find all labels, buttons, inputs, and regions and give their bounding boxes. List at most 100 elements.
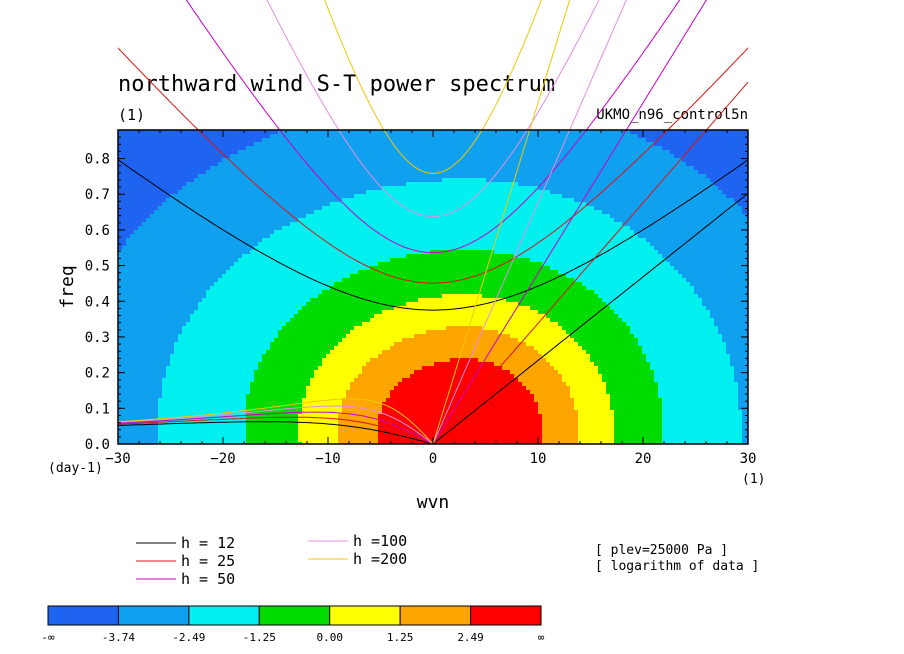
- contour-cell: [318, 370, 323, 375]
- contour-cell: [250, 430, 255, 435]
- contour-cell: [194, 362, 199, 367]
- contour-cell: [174, 174, 179, 179]
- contour-cell: [154, 410, 159, 415]
- contour-cell: [246, 322, 251, 327]
- contour-cell: [306, 278, 311, 283]
- contour-cell: [362, 134, 367, 139]
- contour-cell: [126, 226, 131, 231]
- contour-cell: [358, 370, 363, 375]
- contour-cell: [134, 358, 139, 363]
- contour-cell: [238, 290, 243, 295]
- contour-cell: [190, 162, 195, 167]
- contour-cell: [342, 274, 347, 279]
- contour-cell: [254, 166, 259, 171]
- contour-cell: [126, 198, 131, 203]
- contour-cell: [130, 290, 135, 295]
- contour-cell: [158, 374, 163, 379]
- contour-cell: [250, 438, 255, 443]
- contour-cell: [242, 254, 247, 259]
- contour-cell: [202, 322, 207, 327]
- contour-cell: [118, 438, 123, 443]
- contour-cell: [262, 402, 267, 407]
- contour-cell: [334, 198, 339, 203]
- contour-cell: [334, 190, 339, 195]
- contour-cell: [162, 326, 167, 331]
- contour-cell: [130, 378, 135, 383]
- contour-cell: [154, 334, 159, 339]
- contour-cell: [358, 130, 363, 135]
- contour-cell: [282, 250, 287, 255]
- contour-cell: [366, 318, 371, 323]
- contour-cell: [318, 254, 323, 259]
- contour-cell: [366, 422, 371, 427]
- contour-cell: [222, 382, 227, 387]
- contour-cell: [210, 154, 215, 159]
- contour-cell: [290, 346, 295, 351]
- contour-cell: [282, 374, 287, 379]
- contour-cell: [278, 214, 283, 219]
- contour-cell: [334, 142, 339, 147]
- contour-cell: [138, 410, 143, 415]
- contour-cell: [174, 338, 179, 343]
- contour-cell: [286, 278, 291, 283]
- contour-cell: [158, 306, 163, 311]
- contour-cell: [250, 194, 255, 199]
- contour-cell: [342, 142, 347, 147]
- contour-cell: [178, 314, 183, 319]
- contour-cell: [270, 134, 275, 139]
- contour-cell: [278, 366, 283, 371]
- contour-cell: [234, 170, 239, 175]
- contour-cell: [242, 234, 247, 239]
- contour-cell: [350, 398, 355, 403]
- contour-cell: [166, 434, 171, 439]
- contour-cell: [234, 398, 239, 403]
- contour-cell: [186, 286, 191, 291]
- contour-cell: [350, 270, 355, 275]
- contour-cell: [238, 430, 243, 435]
- contour-cell: [182, 350, 187, 355]
- contour-cell: [302, 366, 307, 371]
- contour-cell: [142, 242, 147, 247]
- contour-cell: [334, 442, 339, 444]
- contour-cell: [250, 314, 255, 319]
- contour-cell: [138, 350, 143, 355]
- contour-cell: [358, 222, 363, 227]
- contour-cell: [122, 378, 127, 383]
- contour-cell: [138, 226, 143, 231]
- contour-cell: [250, 386, 255, 391]
- contour-cell: [162, 406, 167, 411]
- contour-cell: [310, 286, 315, 291]
- contour-cell: [206, 354, 211, 359]
- contour-cell: [258, 426, 263, 431]
- contour-cell: [302, 222, 307, 227]
- contour-cell: [138, 394, 143, 399]
- contour-cell: [146, 438, 151, 443]
- contour-cell: [146, 346, 151, 351]
- contour-cell: [350, 402, 355, 407]
- contour-cell: [362, 394, 367, 399]
- contour-cell: [350, 426, 355, 431]
- contour-cell: [318, 430, 323, 435]
- contour-cell: [182, 238, 187, 243]
- contour-cell: [198, 406, 203, 411]
- contour-cell: [362, 238, 367, 243]
- contour-cell: [146, 226, 151, 231]
- contour-cell: [318, 190, 323, 195]
- contour-cell: [234, 358, 239, 363]
- contour-cell: [238, 330, 243, 335]
- contour-cell: [282, 334, 287, 339]
- contour-cell: [226, 406, 231, 411]
- contour-cell: [138, 202, 143, 207]
- contour-cell: [222, 394, 227, 399]
- contour-cell: [318, 258, 323, 263]
- contour-cell: [270, 302, 275, 307]
- contour-cell: [210, 130, 215, 135]
- contour-cell: [306, 398, 311, 403]
- contour-cell: [306, 438, 311, 443]
- contour-cell: [202, 394, 207, 399]
- contour-cell: [326, 362, 331, 367]
- contour-cell: [126, 354, 131, 359]
- contour-cell: [338, 214, 343, 219]
- contour-cell: [234, 406, 239, 411]
- contour-cell: [158, 282, 163, 287]
